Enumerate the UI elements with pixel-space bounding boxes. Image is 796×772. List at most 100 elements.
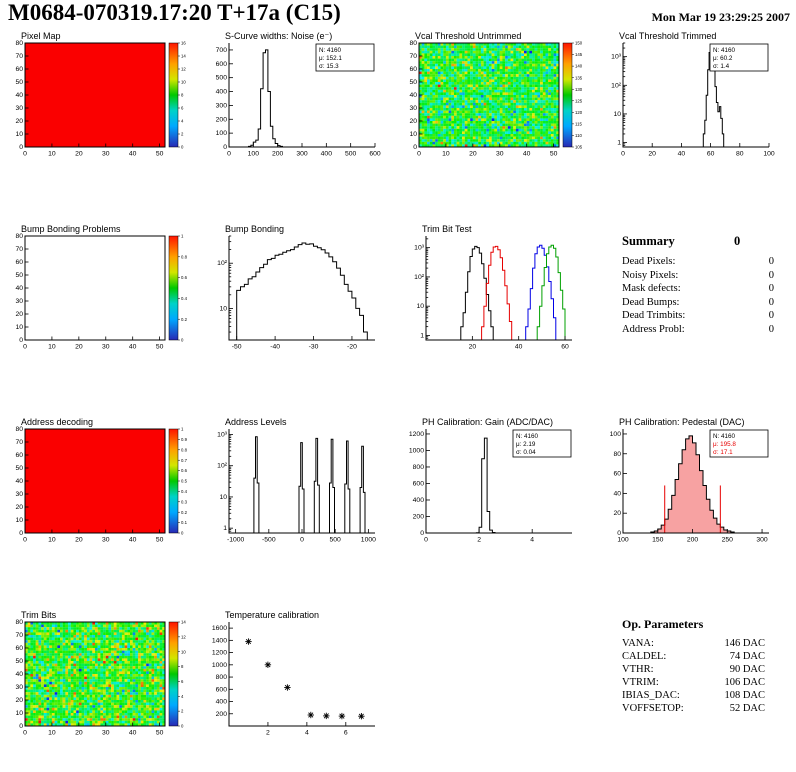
svg-text:30: 30 [102,344,110,351]
svg-text:0: 0 [19,530,23,537]
svg-text:8: 8 [181,93,184,98]
svg-text:10: 10 [416,303,424,310]
svg-text:60: 60 [613,471,621,478]
svg-text:10³: 10³ [611,54,622,61]
svg-text:40: 40 [15,285,23,292]
chart-trim_bits: 0 10 20 30 40 50 0 10 20 30 40 50 60 70 80 0 2 4 6 8 10 12 14 T… [8,609,200,751]
chart-ph_gain: 0 2 4 0 200 400 600 800 1000 1200 N: 4160 μ: 2.19 σ:… [402,416,594,558]
svg-text:10: 10 [219,305,227,312]
svg-text:0.7: 0.7 [181,458,188,463]
svg-text:115: 115 [575,121,582,126]
svg-text:Vcal Threshold Untrimmed: Vcal Threshold Untrimmed [415,31,521,41]
svg-text:200: 200 [216,711,228,718]
op-parameters-title: Op. Parameters [622,617,704,631]
svg-text:20: 20 [15,504,23,511]
svg-text:150: 150 [652,537,664,544]
svg-text:40: 40 [613,490,621,497]
svg-text:PH Calibration: Gain (ADC/DAC): PH Calibration: Gain (ADC/DAC) [422,417,553,427]
svg-text:700: 700 [216,47,228,54]
svg-text:100: 100 [610,431,622,438]
svg-text:Bump Bonding: Bump Bonding [225,224,284,234]
svg-text:1200: 1200 [212,650,227,657]
svg-text:800: 800 [413,464,425,471]
svg-text:10: 10 [442,151,450,158]
svg-text:10²: 10² [414,274,425,281]
svg-text:1600: 1600 [212,625,227,632]
svg-text:0.2: 0.2 [181,510,188,515]
svg-text:0: 0 [300,537,304,544]
svg-text:0.4: 0.4 [181,489,188,494]
svg-text:10: 10 [15,710,23,717]
summary-row: Dead Trimbits: 0 [622,310,774,321]
chart-vcal_untrimmed: 0 10 20 30 40 50 0 10 20 30 40 50 60 70 80 105 110 115 120… [402,30,594,172]
svg-text:400: 400 [413,497,425,504]
svg-text:80: 80 [736,151,744,158]
svg-text:1000: 1000 [409,447,424,454]
svg-text:200: 200 [687,537,699,544]
svg-text:-50: -50 [232,344,242,351]
svg-text:40: 40 [129,537,137,544]
svg-text:40: 40 [129,344,137,351]
svg-text:200: 200 [272,151,284,158]
svg-text:20: 20 [648,151,656,158]
svg-text:0: 0 [23,537,27,544]
svg-text:135: 135 [575,75,583,80]
svg-text:10: 10 [613,111,621,118]
svg-text:0.1: 0.1 [181,520,188,525]
svg-text:PH Calibration: Pedestal (DAC): PH Calibration: Pedestal (DAC) [619,417,745,427]
op-parameter-row: IBIAS_DAC: 108 DAC [622,690,765,701]
op-parameter-row: CALDEL: 74 DAC [622,651,765,662]
summary-rows: Dead Pixels: 0 Noisy Pixels: 0 Mask defects:… [622,255,774,336]
svg-text:N: 4160: N: 4160 [319,47,342,54]
svg-text:Temperature calibration: Temperature calibration [225,610,319,620]
svg-text:10: 10 [409,131,417,138]
svg-text:0.6: 0.6 [181,275,188,280]
svg-text:Trim Bits: Trim Bits [21,610,57,620]
svg-text:0: 0 [23,151,27,158]
svg-text:0.3: 0.3 [181,499,188,504]
svg-text:40: 40 [523,151,531,158]
svg-text:105: 105 [575,145,583,150]
svg-text:50: 50 [156,344,164,351]
chart-bump_bonding: -50 -40 -30 -20 10 10² Bump Bonding [205,223,397,365]
svg-text:10²: 10² [217,463,228,470]
svg-text:0: 0 [181,145,184,150]
svg-text:0: 0 [417,151,421,158]
svg-text:Vcal Threshold Trimmed: Vcal Threshold Trimmed [619,31,716,41]
svg-text:140: 140 [575,64,583,69]
svg-text:Trim Bit Test: Trim Bit Test [422,224,472,234]
svg-text:0: 0 [19,337,23,344]
svg-text:600: 600 [216,686,228,693]
chart-vcal_trimmed: 0 20 40 60 80 100 1 10 10² 10³ N: 4160 μ: 60.2 σ: 1.… [599,30,791,172]
chart-address_decoding: 0 10 20 30 40 50 0 10 20 30 40 50 60 70 80 0 0.1 0.2 0.3 0.… [8,416,200,558]
summary-row: Noisy Pixels: 0 [622,269,774,281]
svg-text:1: 1 [181,234,184,239]
summary-row: Mask defects: 0 [622,283,774,294]
chart-bump_problems: 0 10 20 30 40 50 0 10 20 30 40 50 60 70 80 0 0.2 0.4 0.6 0.… [8,223,200,365]
svg-text:40: 40 [129,151,137,158]
svg-text:1000: 1000 [212,662,227,669]
svg-text:4: 4 [305,730,309,737]
svg-text:6: 6 [181,106,184,111]
svg-text:30: 30 [102,730,110,737]
svg-text:110: 110 [575,133,582,138]
svg-text:20: 20 [469,151,477,158]
chart-ph_pedestal: 100 150 200 250 300 0 20 40 60 80 100 N: 4160 μ: 195… [599,416,791,558]
op-parameter-row: VTRIM: 106 DAC [622,677,765,688]
svg-text:30: 30 [15,105,23,112]
svg-text:0: 0 [19,144,23,151]
svg-text:40: 40 [678,151,686,158]
svg-text:0: 0 [23,730,27,737]
svg-text:0: 0 [413,144,417,151]
svg-text:0.4: 0.4 [181,296,188,301]
svg-text:14: 14 [181,620,186,625]
svg-text:20: 20 [15,697,23,704]
svg-text:20: 20 [469,344,477,351]
svg-text:30: 30 [496,151,504,158]
svg-text:N: 4160: N: 4160 [713,433,736,440]
svg-text:70: 70 [15,632,23,639]
svg-text:600: 600 [413,480,425,487]
summary-row: Dead Pixels: 0 [622,256,774,267]
svg-text:10: 10 [48,730,56,737]
svg-text:0: 0 [181,724,184,729]
